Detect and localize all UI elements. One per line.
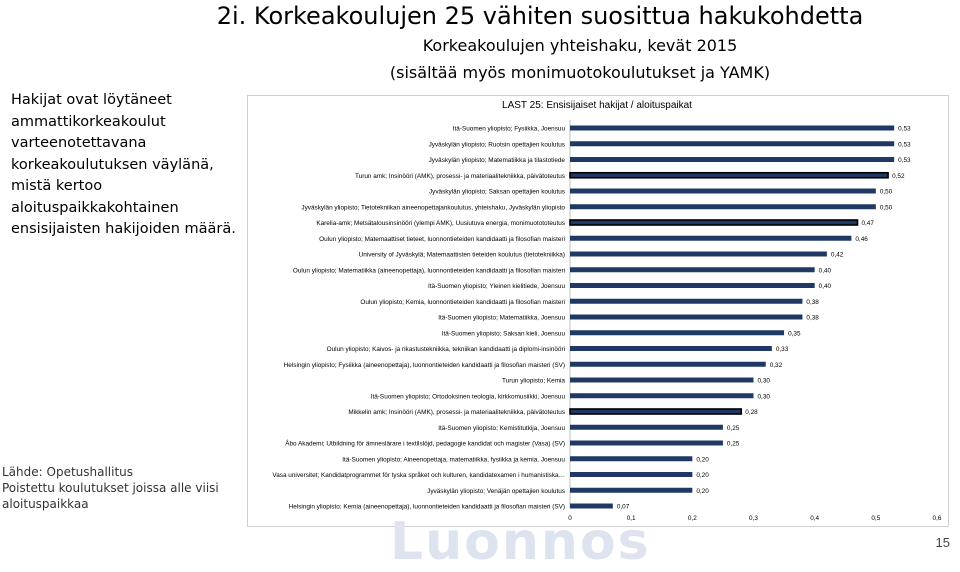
data-label: 0,38 bbox=[806, 299, 819, 306]
category-label: Oulun yliopisto; Kaivos- ja rikastustekn… bbox=[327, 346, 565, 353]
category-label: Jyväskylän yliopisto; Saksan opettajien … bbox=[429, 189, 565, 196]
data-label: 0,50 bbox=[880, 204, 893, 211]
data-label: 0,25 bbox=[727, 425, 740, 432]
bar bbox=[570, 472, 693, 477]
data-label: 0,40 bbox=[819, 267, 832, 274]
category-label: University of Jyväskylä; Matemaattisten … bbox=[359, 252, 565, 259]
bar bbox=[570, 314, 803, 320]
category-label: Oulun yliopisto; Matematiikka (aineenope… bbox=[293, 267, 565, 274]
chart-frame bbox=[247, 95, 949, 527]
bar bbox=[569, 408, 743, 415]
category-label: Jyväskylän yliopisto; Tietotekniikan ain… bbox=[301, 204, 565, 211]
data-label: 0,28 bbox=[745, 409, 758, 416]
data-label: 0,30 bbox=[758, 378, 771, 385]
category-label: Turun yliopisto; Kemia bbox=[502, 378, 565, 385]
left-description: Hakijat ovat löytäneet ammattikorkeakoul… bbox=[11, 92, 236, 237]
data-label: 0,50 bbox=[880, 189, 893, 196]
bar bbox=[570, 487, 693, 493]
source-line3: aloituspaikkaa bbox=[2, 497, 89, 511]
bar bbox=[570, 377, 754, 383]
x-tick-label: 0,3 bbox=[749, 515, 758, 522]
category-label: Turun amk; Insinööri (AMK), prosessi- ja… bbox=[355, 173, 565, 180]
bar bbox=[570, 346, 772, 351]
data-label: 0,07 bbox=[617, 504, 630, 511]
data-label: 0,32 bbox=[770, 362, 783, 369]
category-label: Itä-Suomen yliopisto; Ortodoksinen teolo… bbox=[371, 393, 566, 400]
category-label: Itä-Suomen yliopisto; Matematiikka, Joen… bbox=[438, 315, 565, 322]
category-label: Itä-Suomen yliopisto; Fysiikka, Joensuu bbox=[453, 126, 566, 133]
data-label: 0,52 bbox=[892, 173, 905, 180]
bar bbox=[570, 503, 613, 509]
data-label: 0,30 bbox=[758, 393, 771, 400]
category-label: Jyväskylän yliopisto; Matematiikka ja ti… bbox=[429, 157, 566, 164]
bar bbox=[570, 283, 815, 288]
bar bbox=[570, 424, 723, 430]
data-label: 0,42 bbox=[831, 252, 844, 259]
x-tick-label: 0,6 bbox=[933, 515, 942, 522]
category-label: Karelia-amk; Metsätalousinsinööri (ylemp… bbox=[316, 220, 565, 227]
data-label: 0,53 bbox=[898, 141, 911, 148]
source-line1: Lähde: Opetushallitus bbox=[2, 465, 134, 479]
x-tick-label: 0,4 bbox=[810, 515, 819, 522]
bar bbox=[570, 157, 895, 162]
category-label: Helsingin yliopisto; Fysiikka (aineenope… bbox=[284, 362, 565, 369]
bar bbox=[570, 251, 827, 257]
data-label: 0,20 bbox=[696, 456, 709, 463]
bar bbox=[570, 393, 754, 399]
category-label: Mikkelin amk; Insinööri (AMK), prosessi-… bbox=[348, 409, 565, 416]
category-label: Itä-Suomen yliopisto; Saksan kieli, Joen… bbox=[442, 330, 566, 337]
bar bbox=[570, 456, 693, 462]
slide-title: 2i. Korkeakoulujen 25 vähiten suosittua … bbox=[216, 2, 864, 30]
data-label: 0,25 bbox=[727, 441, 740, 448]
data-label: 0,40 bbox=[819, 283, 832, 290]
x-tick-label: 0,1 bbox=[627, 515, 636, 522]
bar bbox=[570, 330, 785, 336]
category-label: Itä-Suomen yliopisto; Aineenopettaja, ma… bbox=[342, 456, 565, 463]
source-line2: Poistettu koulutukset joissa alle viisi bbox=[2, 481, 219, 495]
bar bbox=[570, 235, 852, 241]
data-label: 0,20 bbox=[696, 472, 709, 479]
page-number: 15 bbox=[935, 535, 950, 550]
slide-subtitle-line1: Korkeakoulujen yhteishaku, kevät 2015 bbox=[422, 36, 738, 55]
data-label: 0,35 bbox=[788, 330, 801, 337]
data-label: 0,33 bbox=[776, 346, 789, 353]
bar bbox=[570, 361, 766, 367]
bar bbox=[570, 267, 815, 273]
watermark-text: Luonnos bbox=[390, 512, 651, 572]
bar bbox=[570, 125, 895, 131]
x-tick-label: 0 bbox=[568, 515, 572, 522]
bar bbox=[570, 298, 803, 304]
category-label: Itä-Suomen yliopisto; Kemistitutkija, Jo… bbox=[438, 425, 565, 432]
x-tick-label: 0,2 bbox=[688, 515, 697, 522]
bar bbox=[570, 188, 876, 194]
category-label: Helsingin yliopisto; Kemia (aineenopetta… bbox=[289, 504, 565, 511]
category-label: Itä-Suomen yliopisto; Yleinen kielitiede… bbox=[428, 283, 565, 290]
data-label: 0,47 bbox=[861, 220, 874, 227]
slide-subtitle-line2: (sisältää myös monimuotokoulutukset ja Y… bbox=[389, 63, 771, 82]
data-label: 0,20 bbox=[696, 488, 709, 495]
category-label: Oulun yliopisto; Matemaattiset tieteet, … bbox=[319, 236, 565, 243]
category-label: Jyväskylän yliopisto; Venäjän opettajien… bbox=[427, 488, 565, 495]
bar bbox=[570, 440, 723, 446]
category-label: Åbo Akademi; Utbildning för ämneslärare … bbox=[285, 439, 565, 448]
bar bbox=[570, 141, 895, 147]
category-label: Oulun yliopisto; Kemia, luonnontieteiden… bbox=[360, 299, 565, 306]
data-label: 0,53 bbox=[898, 126, 911, 133]
bar bbox=[569, 171, 889, 179]
x-tick-label: 0,5 bbox=[871, 515, 880, 522]
category-label: Vasa universitet; Kandidatprogrammet för… bbox=[272, 471, 565, 479]
bar bbox=[570, 204, 876, 210]
bar-chart: Itä-Suomen yliopisto; Fysiikka, Joensuu 0… bbox=[272, 120, 942, 522]
category-label: Jyväskylän yliopisto; Ruotsin opettajien… bbox=[429, 141, 565, 148]
bar bbox=[569, 219, 859, 226]
data-label: 0,38 bbox=[806, 315, 819, 322]
data-label: 0,53 bbox=[898, 157, 911, 164]
chart-title: LAST 25: Ensisijaiset hakijat / aloitusp… bbox=[502, 100, 692, 111]
data-label: 0,46 bbox=[855, 236, 868, 243]
